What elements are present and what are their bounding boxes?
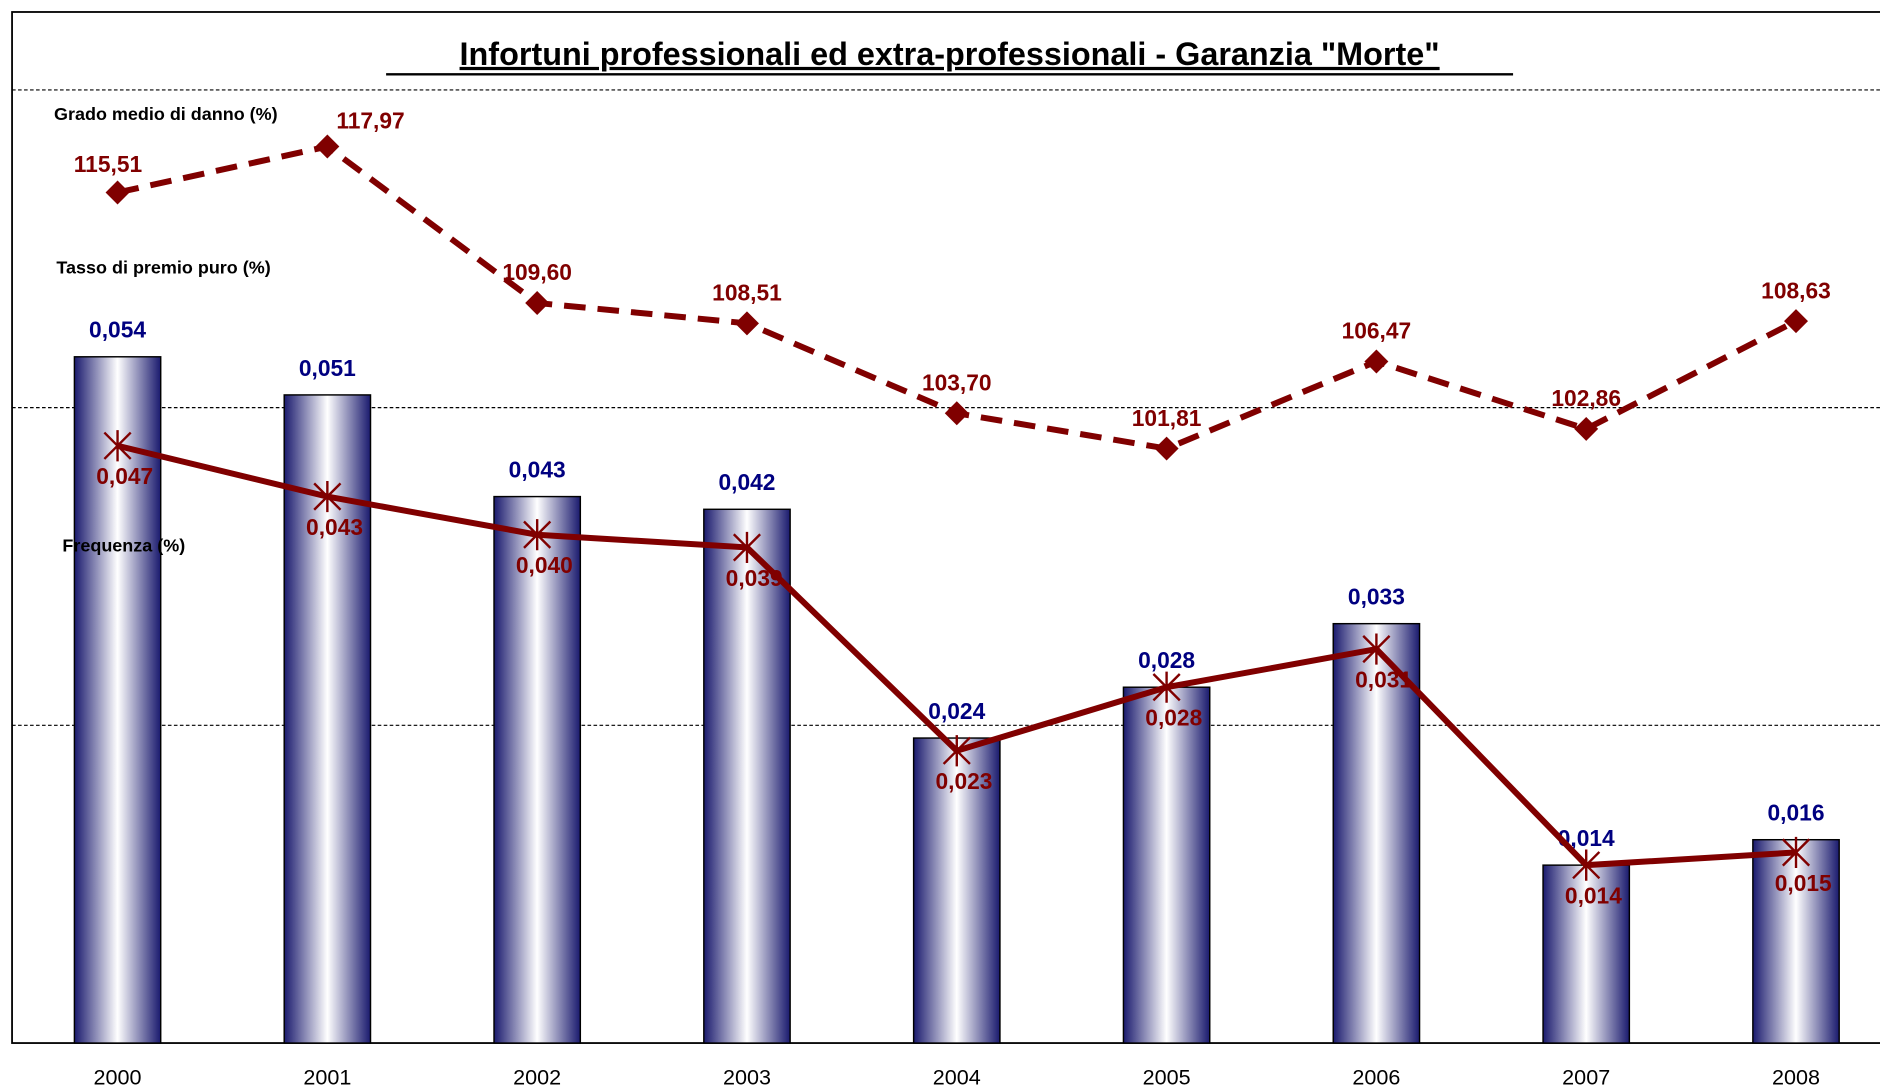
marker xyxy=(1362,633,1391,665)
line-value-label: 109,60 xyxy=(502,259,572,285)
marker xyxy=(732,531,762,564)
bar xyxy=(703,508,791,1044)
bar xyxy=(493,495,582,1044)
line-value-label: 0,039 xyxy=(726,565,783,591)
bar-value-label: 0,042 xyxy=(718,469,775,495)
line-value-label: 103,70 xyxy=(922,369,992,395)
chart-title: Infortuni professionali ed extra-profess… xyxy=(460,36,1440,72)
x-tick-label: 2006 xyxy=(1352,1065,1400,1090)
bar xyxy=(1752,838,1840,1044)
bar-value-label: 0,054 xyxy=(89,317,146,343)
line-value-label: 0,023 xyxy=(935,768,992,794)
marker xyxy=(1364,349,1389,374)
bar-value-label: 0,051 xyxy=(299,355,356,381)
marker xyxy=(1781,836,1811,869)
x-tick-label: 2007 xyxy=(1562,1065,1610,1090)
x-tick-label: 2003 xyxy=(723,1065,771,1090)
bar xyxy=(912,737,1001,1044)
x-tick-label: 2008 xyxy=(1772,1065,1820,1090)
x-tick-label: 2000 xyxy=(94,1065,142,1090)
x-tick-label: 2004 xyxy=(933,1065,981,1090)
marker xyxy=(1572,849,1601,881)
line-value-label: 108,51 xyxy=(712,280,782,306)
line-value-label: 0,043 xyxy=(306,514,363,540)
x-tick-label: 2002 xyxy=(513,1065,561,1090)
line-value-label: 0,031 xyxy=(1355,666,1412,692)
marker xyxy=(105,180,130,205)
marker xyxy=(944,401,969,426)
line-value-label: 115,51 xyxy=(74,151,143,177)
marker xyxy=(1154,436,1179,461)
line-value-label: 101,81 xyxy=(1132,405,1202,431)
marker xyxy=(1574,416,1599,441)
bar xyxy=(1332,622,1421,1044)
marker xyxy=(1784,309,1809,334)
series-name-label: Frequenza (%) xyxy=(62,535,185,555)
line-value-label: 102,86 xyxy=(1551,385,1621,411)
marker xyxy=(1152,671,1181,703)
bar-value-label: 0,028 xyxy=(1138,647,1195,673)
line-value-label: 0,028 xyxy=(1145,705,1202,731)
bar-value-label: 0,016 xyxy=(1768,800,1825,826)
series-name-label: Grado medio di danno (%) xyxy=(54,104,278,124)
bar-value-label: 0,033 xyxy=(1348,584,1405,610)
bar xyxy=(73,356,162,1044)
line-value-label: 0,014 xyxy=(1565,883,1622,909)
marker xyxy=(525,290,550,315)
line-value-label: 0,015 xyxy=(1775,870,1832,896)
bar-value-label: 0,043 xyxy=(509,456,566,482)
marker xyxy=(103,430,132,462)
line-value-label: 117,97 xyxy=(336,108,404,134)
line-value-label: 0,047 xyxy=(96,463,153,489)
marker xyxy=(734,311,759,336)
x-tick-label: 2005 xyxy=(1143,1065,1191,1090)
bar-value-label: 0,024 xyxy=(928,698,985,724)
marker xyxy=(942,735,971,767)
series-name-label: Tasso di premio puro (%) xyxy=(56,257,270,277)
bar xyxy=(1122,686,1211,1044)
marker xyxy=(315,134,340,159)
line-value-label: 0,040 xyxy=(516,552,573,578)
marker xyxy=(313,480,342,513)
line-value-label: 106,47 xyxy=(1342,318,1412,344)
marker xyxy=(523,519,552,551)
x-tick-label: 2001 xyxy=(303,1065,351,1090)
bar xyxy=(1542,864,1631,1044)
line-value-label: 108,63 xyxy=(1761,277,1831,303)
